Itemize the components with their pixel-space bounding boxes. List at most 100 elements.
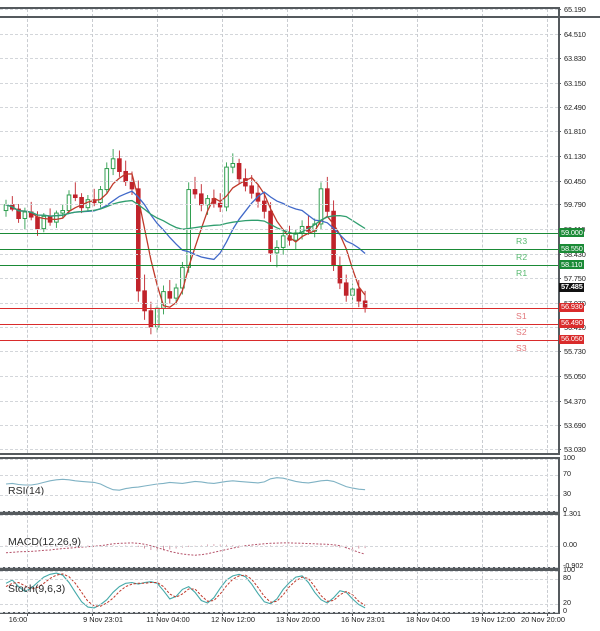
candle-body: [41, 215, 47, 230]
stoch-axis-rail: [558, 569, 560, 614]
time-tick-mark: [157, 613, 158, 616]
time-axis-label: 16:00: [8, 615, 28, 624]
sr-line-s3: [0, 339, 558, 341]
candle-body: [343, 282, 349, 296]
candle-body: [129, 181, 135, 190]
sr-value-chip-r3: 59.000: [559, 227, 585, 237]
candle-body: [318, 188, 324, 225]
indicator-tick-label: 1.301: [563, 509, 581, 518]
candle-body: [16, 208, 21, 220]
price-tick-label: 57.750: [564, 274, 586, 284]
sr-line-s1: [0, 307, 558, 309]
price-tick-mark: [558, 375, 561, 377]
sr-tag-s2: S2: [516, 326, 527, 337]
price-tick-label: 64.510: [564, 29, 586, 39]
candle-body: [117, 158, 122, 172]
sr-line-r3: [0, 233, 558, 234]
price-tick-mark: [558, 155, 561, 157]
candle-body: [362, 300, 368, 308]
sr-line-s2: [0, 323, 558, 325]
candle-body: [236, 163, 242, 180]
price-tick-label: 63.150: [564, 78, 586, 88]
macd-signal-line: [5, 542, 366, 556]
indicator-tick-label: 30: [563, 489, 571, 499]
indicator-gridline: [0, 511, 558, 512]
ma-fast-line: [5, 173, 366, 308]
macd-axis-rail: [558, 513, 560, 569]
stochastic-panel[interactable]: Stoch(9,6,3): [0, 569, 558, 614]
rsi-label: RSI(14): [8, 485, 45, 497]
time-tick-mark: [222, 613, 223, 616]
time-axis-label: 9 Nov 23:01: [83, 615, 123, 624]
candle-body: [268, 210, 273, 254]
sr-value-chip-r1: 58.110: [559, 259, 584, 270]
indicator-gridline: [0, 567, 558, 568]
price-tick-label: 65.190: [564, 5, 586, 14]
indicator-tick-label: 80: [563, 573, 571, 583]
price-tick-label: 59.790: [564, 200, 586, 210]
price-tick-label: 54.370: [564, 396, 586, 406]
price-plot-area[interactable]: [0, 9, 558, 453]
sr-tag-r3: R3: [516, 236, 528, 246]
candle-body: [217, 202, 223, 208]
macd-label: MACD(12,26,9): [8, 536, 81, 548]
sr-line-r2: [0, 249, 558, 251]
price-tick-mark: [558, 278, 561, 280]
candle-body: [224, 166, 229, 208]
price-tick-mark: [558, 204, 561, 206]
candle-body: [54, 212, 59, 223]
candle-body: [110, 158, 116, 170]
price-tick-label: 61.810: [564, 127, 586, 137]
time-tick-mark: [27, 613, 28, 616]
indicator-tick-label: 70: [563, 468, 571, 478]
candle-body: [66, 194, 72, 212]
time-tick-mark: [547, 613, 548, 616]
time-tick-mark: [92, 613, 93, 616]
sr-line-r1: [0, 265, 558, 267]
stochastic-series: [5, 572, 366, 609]
sr-value-chip-r2: 58.550: [559, 243, 585, 254]
candle-body: [262, 200, 267, 212]
rsi-line-series: [5, 477, 366, 491]
time-tick-mark: [417, 613, 418, 616]
candle-body: [35, 216, 40, 230]
macd-series: [5, 542, 366, 556]
rsi-line: [5, 477, 366, 491]
indicator-tick-label: 100: [563, 565, 575, 574]
sr-tag-s1: S1: [516, 310, 527, 321]
candle-body: [350, 288, 355, 296]
price-tick-mark: [558, 106, 561, 108]
price-chart-panel[interactable]: [0, 7, 558, 455]
candle-body: [337, 265, 343, 284]
indicator-tick-label: 20: [563, 597, 571, 607]
price-tick-mark: [558, 180, 561, 182]
time-tick-mark: [287, 613, 288, 616]
price-tick-label: 55.730: [564, 347, 586, 357]
price-tick-mark: [558, 9, 561, 10]
sr-tag-r2: R2: [516, 252, 528, 263]
sr-value-chip-s2: 56.490: [559, 318, 585, 328]
rsi-panel[interactable]: RSI(14): [0, 457, 558, 513]
candle-body: [142, 290, 147, 312]
price-tick-label: 58.430: [564, 249, 586, 259]
ma-slow-line: [5, 199, 366, 235]
time-axis-label: 13 Nov 20:00: [276, 615, 320, 624]
macd-panel[interactable]: MACD(12,26,9): [0, 513, 558, 569]
price-tick-mark: [558, 82, 561, 84]
candle-body: [192, 189, 198, 195]
stochastic-d-line: [5, 573, 366, 607]
time-axis-label: 19 Nov 12:00: [471, 615, 515, 624]
last-price-chip: 57.485: [559, 282, 585, 292]
price-tick-mark: [558, 131, 561, 133]
rsi-axis-rail: [558, 457, 560, 513]
time-axis-label: 11 Nov 04:00: [146, 615, 190, 624]
price-tick-label: 53.690: [564, 421, 586, 431]
indicator-tick-label: 0: [563, 606, 567, 615]
price-tick-label: 62.490: [564, 102, 586, 112]
sr-tag-r1: R1: [516, 268, 528, 279]
time-axis-rule: [0, 16, 600, 18]
candle-body: [104, 168, 110, 191]
candle-body: [123, 170, 129, 183]
sr-value-chip-s3: 56.050: [559, 334, 585, 344]
candle-body: [249, 185, 254, 194]
